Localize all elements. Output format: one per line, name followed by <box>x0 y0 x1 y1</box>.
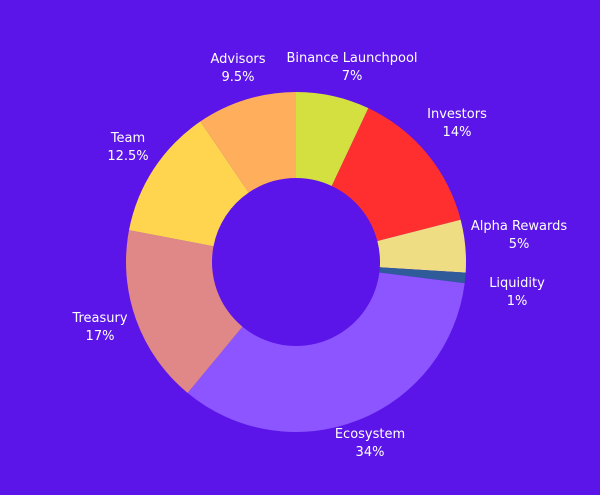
slice-investors <box>331 108 461 242</box>
slice-value-liquidity: 1% <box>507 294 528 309</box>
slice-advisors <box>200 92 296 193</box>
slice-value-investors: 14% <box>443 125 472 140</box>
slice-name-binance-launchpool: Binance Launchpool <box>286 51 417 66</box>
slice-name-liquidity: Liquidity <box>489 276 545 291</box>
slice-name-advisors: Advisors <box>210 52 265 67</box>
slice-label-ecosystem: Ecosystem 34% <box>335 427 405 460</box>
slice-name-ecosystem: Ecosystem <box>335 427 405 442</box>
slice-liquidity <box>379 267 466 284</box>
slice-label-advisors: Advisors 9.5% <box>210 52 265 85</box>
slice-value-alpha-rewards: 5% <box>509 237 530 252</box>
slice-name-treasury: Treasury <box>71 311 127 326</box>
slice-value-ecosystem: 34% <box>356 445 385 460</box>
slice-name-alpha-rewards: Alpha Rewards <box>471 219 568 234</box>
slice-team <box>129 121 249 247</box>
slice-name-team: Team <box>110 131 145 146</box>
slice-label-liquidity: Liquidity 1% <box>489 276 545 309</box>
slice-value-binance-launchpool: 7% <box>342 69 363 84</box>
slice-name-investors: Investors <box>427 107 487 122</box>
slice-binance-launchpool <box>296 92 369 186</box>
slice-label-binance-launchpool: Binance Launchpool 7% <box>286 51 417 84</box>
slice-treasury <box>126 230 243 393</box>
slice-label-investors: Investors 14% <box>427 107 487 140</box>
slice-label-team: Team 12.5% <box>107 131 148 164</box>
slice-value-advisors: 9.5% <box>221 70 254 85</box>
slice-value-team: 12.5% <box>107 149 148 164</box>
slice-ecosystem <box>187 272 465 432</box>
slice-label-alpha-rewards: Alpha Rewards 5% <box>471 219 568 252</box>
slice-label-treasury: Treasury 17% <box>71 311 127 344</box>
slice-value-treasury: 17% <box>86 329 115 344</box>
slice-alpha-rewards <box>377 219 467 273</box>
